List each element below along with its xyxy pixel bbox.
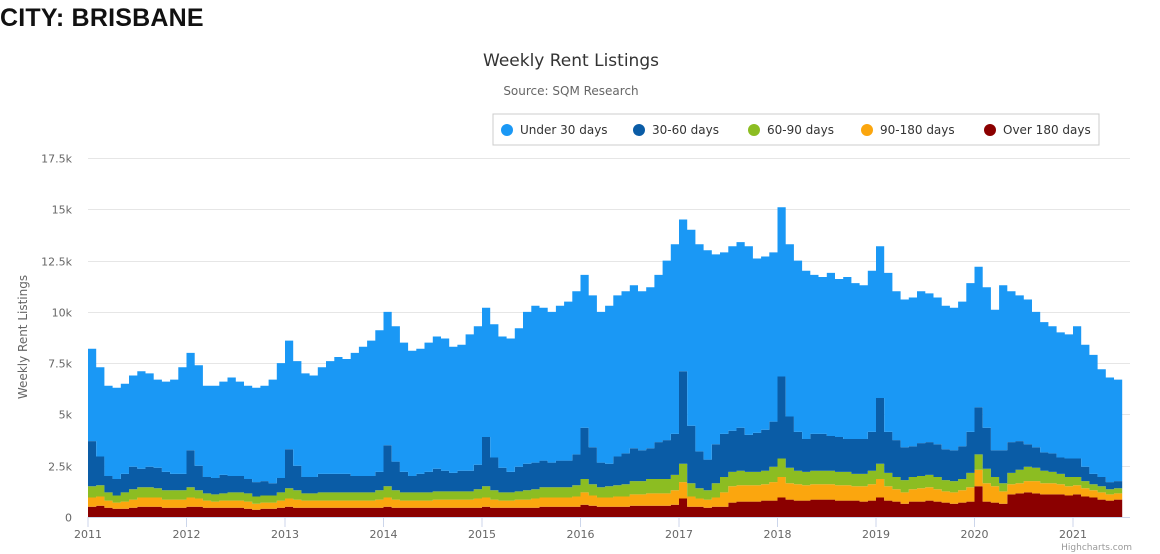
x-tick-label: 2017 — [665, 528, 693, 541]
x-tick-label: 2016 — [567, 528, 595, 541]
series-area-over-180-days[interactable] — [88, 486, 1123, 517]
x-axis-ticks: 2011 2012 2013 2014 2015 2016 2017 2018 2019 2020… — [74, 517, 1087, 541]
legend-label: Under 30 days — [520, 123, 608, 137]
legend-marker-icon — [501, 124, 513, 136]
legend-marker-icon — [748, 124, 760, 136]
legend: Under 30 days 30-60 days 60-90 days 90-180 … — [492, 113, 1100, 146]
legend-item[interactable]: 90-180 days — [861, 123, 955, 137]
legend-marker-icon — [984, 124, 996, 136]
legend-marker-icon — [633, 124, 645, 136]
x-tick-label: 2013 — [271, 528, 299, 541]
y-axis-title: Weekly Rent Listings — [16, 275, 30, 399]
legend-label: 30-60 days — [652, 123, 719, 137]
x-tick-label: 2021 — [1059, 528, 1087, 541]
legend-item[interactable]: 30-60 days — [633, 123, 719, 137]
x-tick-label: 2012 — [173, 528, 201, 541]
y-tick-label: 12.5k — [41, 256, 72, 269]
legend-box — [492, 113, 1100, 146]
y-tick-label: 5k — [59, 409, 73, 422]
series-areas — [88, 207, 1123, 517]
series-area-60-90-days[interactable] — [88, 454, 1123, 504]
highcharts-credit[interactable]: Highcharts.com — [1061, 543, 1132, 553]
legend-item[interactable]: Over 180 days — [984, 123, 1091, 137]
y-tick-label: 10k — [52, 307, 73, 320]
x-tick-label: 2014 — [370, 528, 398, 541]
x-tick-label: 2011 — [74, 528, 102, 541]
legend-label: Over 180 days — [1003, 123, 1091, 137]
series-area-under-30-days[interactable] — [88, 207, 1123, 484]
x-tick-label: 2015 — [468, 528, 496, 541]
y-tick-label: 15k — [52, 204, 73, 217]
chart-subtitle: Source: SQM Research — [503, 84, 638, 98]
legend-marker-icon — [861, 124, 873, 136]
y-tick-label: 0 — [65, 512, 72, 525]
legend-label: 60-90 days — [767, 123, 834, 137]
series-area-90-180-days[interactable] — [88, 469, 1123, 510]
legend-label: 90-180 days — [880, 123, 955, 137]
y-tick-label: 7.5k — [48, 358, 72, 371]
legend-item[interactable]: 60-90 days — [748, 123, 834, 137]
y-axis-ticks: 0 2.5k 5k 7.5k 10k 12.5k 15k 17.5k — [41, 153, 72, 525]
x-tick-label: 2020 — [961, 528, 989, 541]
legend-item[interactable]: Under 30 days — [501, 123, 608, 137]
series-area-30-60-days[interactable] — [88, 371, 1123, 497]
y-tick-label: 2.5k — [48, 461, 72, 474]
x-tick-label: 2018 — [764, 528, 792, 541]
chart-title: Weekly Rent Listings — [483, 51, 659, 71]
city-heading: CITY: BRISBANE — [0, 4, 204, 32]
y-tick-label: 17.5k — [41, 153, 72, 166]
x-tick-label: 2019 — [862, 528, 890, 541]
